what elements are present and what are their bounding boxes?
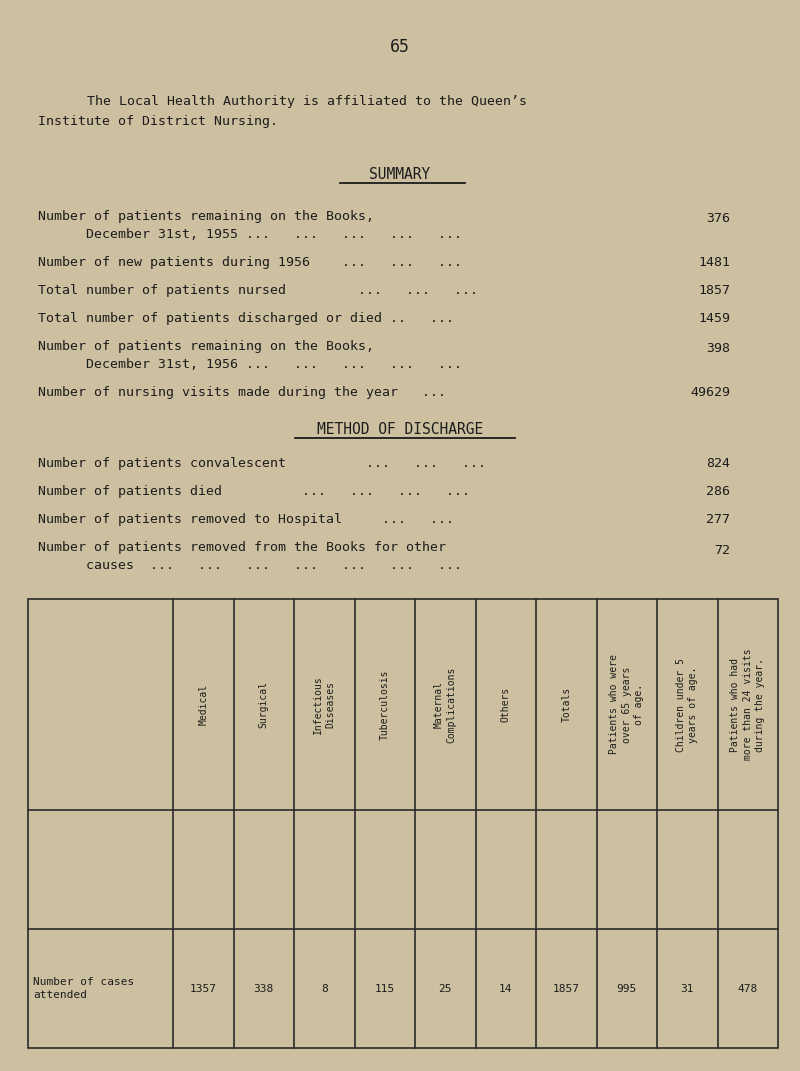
Text: Number of patients remaining on the Books,: Number of patients remaining on the Book… [38,340,374,353]
Text: Maternal
Complications: Maternal Complications [434,666,457,742]
Text: METHOD OF DISCHARGE: METHOD OF DISCHARGE [317,422,483,437]
Text: 398: 398 [706,343,730,356]
Text: 376: 376 [706,212,730,226]
Text: Total number of patients nursed         ...   ...   ...: Total number of patients nursed ... ... … [38,284,478,297]
Text: Number of cases
attended: Number of cases attended [33,977,134,1000]
Text: Medical: Medical [198,684,208,725]
Text: 8: 8 [321,983,328,994]
Text: Others: Others [501,687,510,722]
Text: Number of patients convalescent          ...   ...   ...: Number of patients convalescent ... ... … [38,457,486,470]
Text: 995: 995 [617,983,637,994]
Text: 1459: 1459 [698,312,730,325]
Text: 1357: 1357 [190,983,217,994]
Text: Surgical: Surgical [258,681,269,728]
Text: Number of nursing visits made during the year   ...: Number of nursing visits made during the… [38,386,446,399]
Text: 286: 286 [706,485,730,498]
Text: causes  ...   ...   ...   ...   ...   ...   ...: causes ... ... ... ... ... ... ... [38,559,462,572]
Bar [28,599,778,1049]
Text: Totals: Totals [562,687,571,722]
Text: Tuberculosis: Tuberculosis [380,669,390,740]
Text: 1481: 1481 [698,256,730,269]
Text: Number of patients died          ...   ...   ...   ...: Number of patients died ... ... ... ... [38,485,470,498]
Text: Patients who had
more than 24 visits
during the year.: Patients who had more than 24 visits dur… [730,649,765,760]
Text: Institute of District Nursing.: Institute of District Nursing. [38,115,278,129]
Text: SUMMARY: SUMMARY [370,167,430,182]
Text: Number of patients remaining on the Books,: Number of patients remaining on the Book… [38,210,374,223]
Text: 338: 338 [254,983,274,994]
Text: 49629: 49629 [690,386,730,399]
Text: 1857: 1857 [553,983,580,994]
Text: 277: 277 [706,513,730,526]
Text: 478: 478 [738,983,758,994]
Text: Children under 5
years of age.: Children under 5 years of age. [676,658,698,752]
Text: December 31st, 1955 ...   ...   ...   ...   ...: December 31st, 1955 ... ... ... ... ... [38,228,462,241]
Text: 115: 115 [374,983,395,994]
Text: Number of patients removed to Hospital     ...   ...: Number of patients removed to Hospital .… [38,513,454,526]
Text: 65: 65 [390,37,410,56]
Text: 1857: 1857 [698,284,730,297]
Text: Total number of patients discharged or died ..   ...: Total number of patients discharged or d… [38,312,454,325]
Text: 14: 14 [499,983,513,994]
Text: Number of new patients during 1956    ...   ...   ...: Number of new patients during 1956 ... .… [38,256,462,269]
Text: 25: 25 [438,983,452,994]
Text: The Local Health Authority is affiliated to the Queen’s: The Local Health Authority is affiliated… [55,95,527,108]
Text: 31: 31 [681,983,694,994]
Text: 72: 72 [714,543,730,557]
Text: Patients who were
over 65 years
of age.: Patients who were over 65 years of age. [610,654,644,754]
Text: 824: 824 [706,457,730,470]
Text: Number of patients removed from the Books for other: Number of patients removed from the Book… [38,541,446,554]
Text: Infectious
Diseases: Infectious Diseases [313,675,335,734]
Text: December 31st, 1956 ...   ...   ...   ...   ...: December 31st, 1956 ... ... ... ... ... [38,358,462,371]
